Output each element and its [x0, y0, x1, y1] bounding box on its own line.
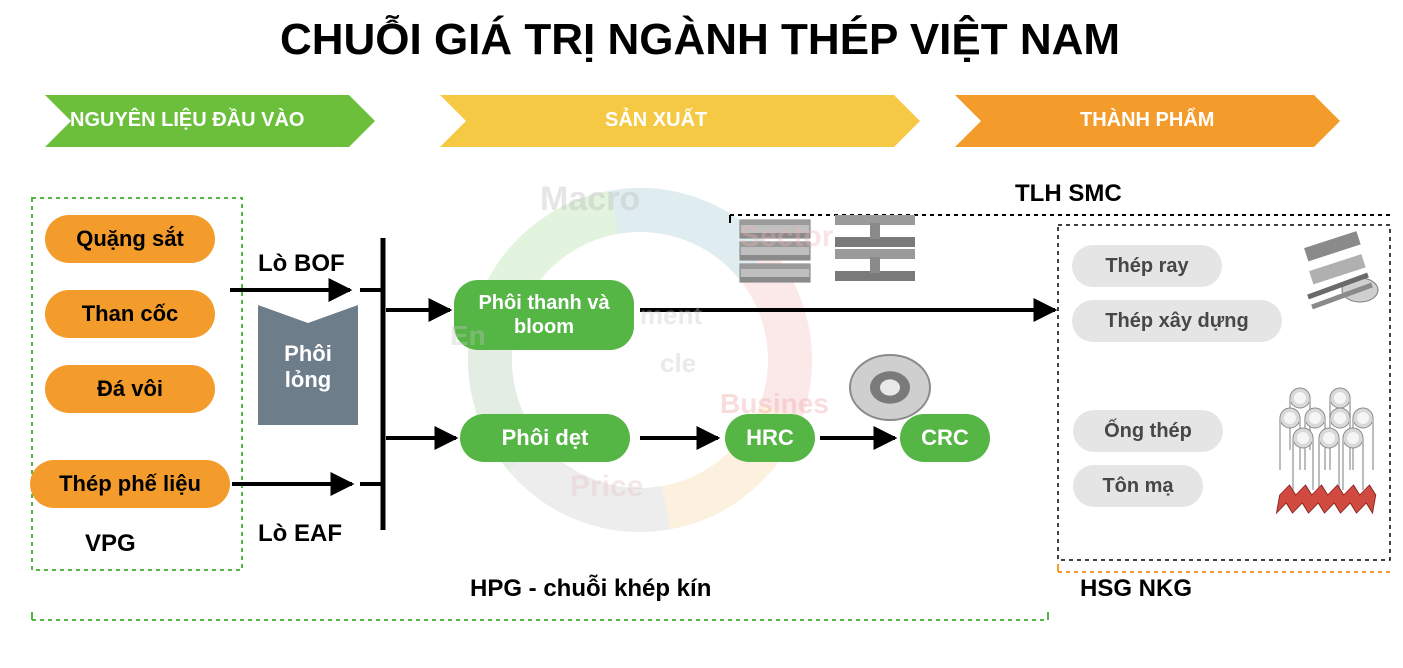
pill-bloom: Phôi thanh và bloom [454, 280, 634, 350]
label-vpg: VPG [85, 530, 136, 558]
diagram: CHUỖI GIÁ TRỊ NGÀNH THÉP VIỆT NAM NGUYÊN… [0, 0, 1403, 668]
pill-hrc: HRC [725, 414, 815, 462]
label-hsg: HSG NKG [1080, 575, 1192, 603]
svg-text:Phôilỏng: Phôilỏng [284, 341, 332, 392]
label-tlh: TLH SMC [1015, 180, 1122, 208]
pill-scrap: Thép phế liệu [30, 460, 230, 508]
label-hpg: HPG - chuỗi khép kín [470, 575, 711, 603]
pill-coated: Tôn mạ [1073, 465, 1203, 507]
pill-slab: Phôi dẹt [460, 414, 630, 462]
label-bof: Lò BOF [258, 250, 345, 278]
pill-coke: Than cốc [45, 290, 215, 338]
pill-crc: CRC [900, 414, 990, 462]
pill-pipe: Ống thép [1073, 410, 1223, 452]
label-eaf: Lò EAF [258, 520, 342, 548]
pill-rail: Thép ray [1072, 245, 1222, 287]
pill-construction: Thép xây dựng [1072, 300, 1282, 342]
pill-lime: Đá vôi [45, 365, 215, 413]
pill-ore: Quặng sắt [45, 215, 215, 263]
